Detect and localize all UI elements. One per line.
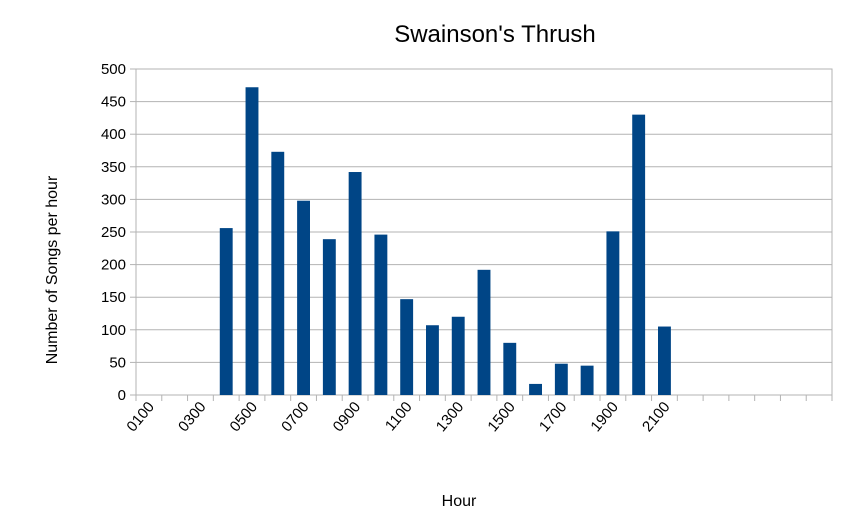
y-tick-label: 350 bbox=[101, 159, 126, 176]
y-tick-label: 100 bbox=[101, 322, 126, 339]
y-tick-label: 300 bbox=[101, 191, 126, 208]
y-tick-label: 50 bbox=[109, 354, 126, 371]
x-tick-label: 0900 bbox=[330, 399, 364, 435]
bar-1200 bbox=[426, 325, 439, 395]
x-tick-label: 1700 bbox=[536, 399, 570, 435]
x-tick-label: 0700 bbox=[278, 399, 312, 435]
bar-0600 bbox=[271, 151, 285, 395]
bar-1000 bbox=[374, 234, 388, 395]
y-tick-label: 400 bbox=[101, 126, 126, 143]
x-tick-label: 2100 bbox=[639, 399, 673, 435]
x-axis-title: Hour bbox=[442, 493, 477, 510]
x-tick-label: 0100 bbox=[123, 399, 157, 435]
bar-1900 bbox=[606, 231, 620, 395]
bar-1400 bbox=[477, 269, 491, 395]
x-tick-label: 1900 bbox=[587, 399, 621, 435]
y-tick-label: 250 bbox=[101, 224, 126, 241]
x-tick-label: 1500 bbox=[484, 399, 518, 435]
bar-0800 bbox=[322, 239, 336, 395]
bar-2100 bbox=[658, 326, 671, 395]
bar-1600 bbox=[529, 383, 542, 395]
x-tick-label: 0300 bbox=[175, 399, 209, 435]
x-tick-labels: 0100 0300 0500 0700 0900 1100 1300 1500 1700 1900… bbox=[123, 399, 673, 435]
x-tick-label: 0500 bbox=[227, 399, 261, 435]
y-tick-label: 200 bbox=[101, 257, 126, 274]
bar-0900 bbox=[348, 172, 362, 395]
bar-1800 bbox=[580, 365, 594, 395]
bars bbox=[219, 87, 671, 396]
bar-1700 bbox=[554, 363, 568, 395]
y-tick-label: 0 bbox=[118, 387, 126, 404]
y-axis-title: Number of Songs per hour bbox=[44, 175, 61, 364]
bar-1100 bbox=[400, 299, 414, 395]
bar-0700 bbox=[297, 200, 310, 395]
bar-2000 bbox=[632, 114, 646, 395]
axes bbox=[130, 68, 833, 401]
x-tick-label: 1100 bbox=[382, 399, 416, 435]
bar-0500 bbox=[245, 87, 259, 396]
x-tick-label: 1300 bbox=[433, 399, 467, 435]
y-tick-labels: 0 50 100 150 200 250 300 350 400 450 500 bbox=[101, 61, 126, 404]
bar-0400 bbox=[219, 228, 233, 395]
bar-1500 bbox=[503, 342, 517, 395]
chart-title: Swainson's Thrush bbox=[394, 21, 596, 48]
bar-1300 bbox=[451, 316, 465, 395]
y-tick-label: 150 bbox=[101, 289, 126, 306]
y-tick-label: 500 bbox=[101, 61, 126, 78]
y-tick-label: 450 bbox=[101, 94, 126, 111]
